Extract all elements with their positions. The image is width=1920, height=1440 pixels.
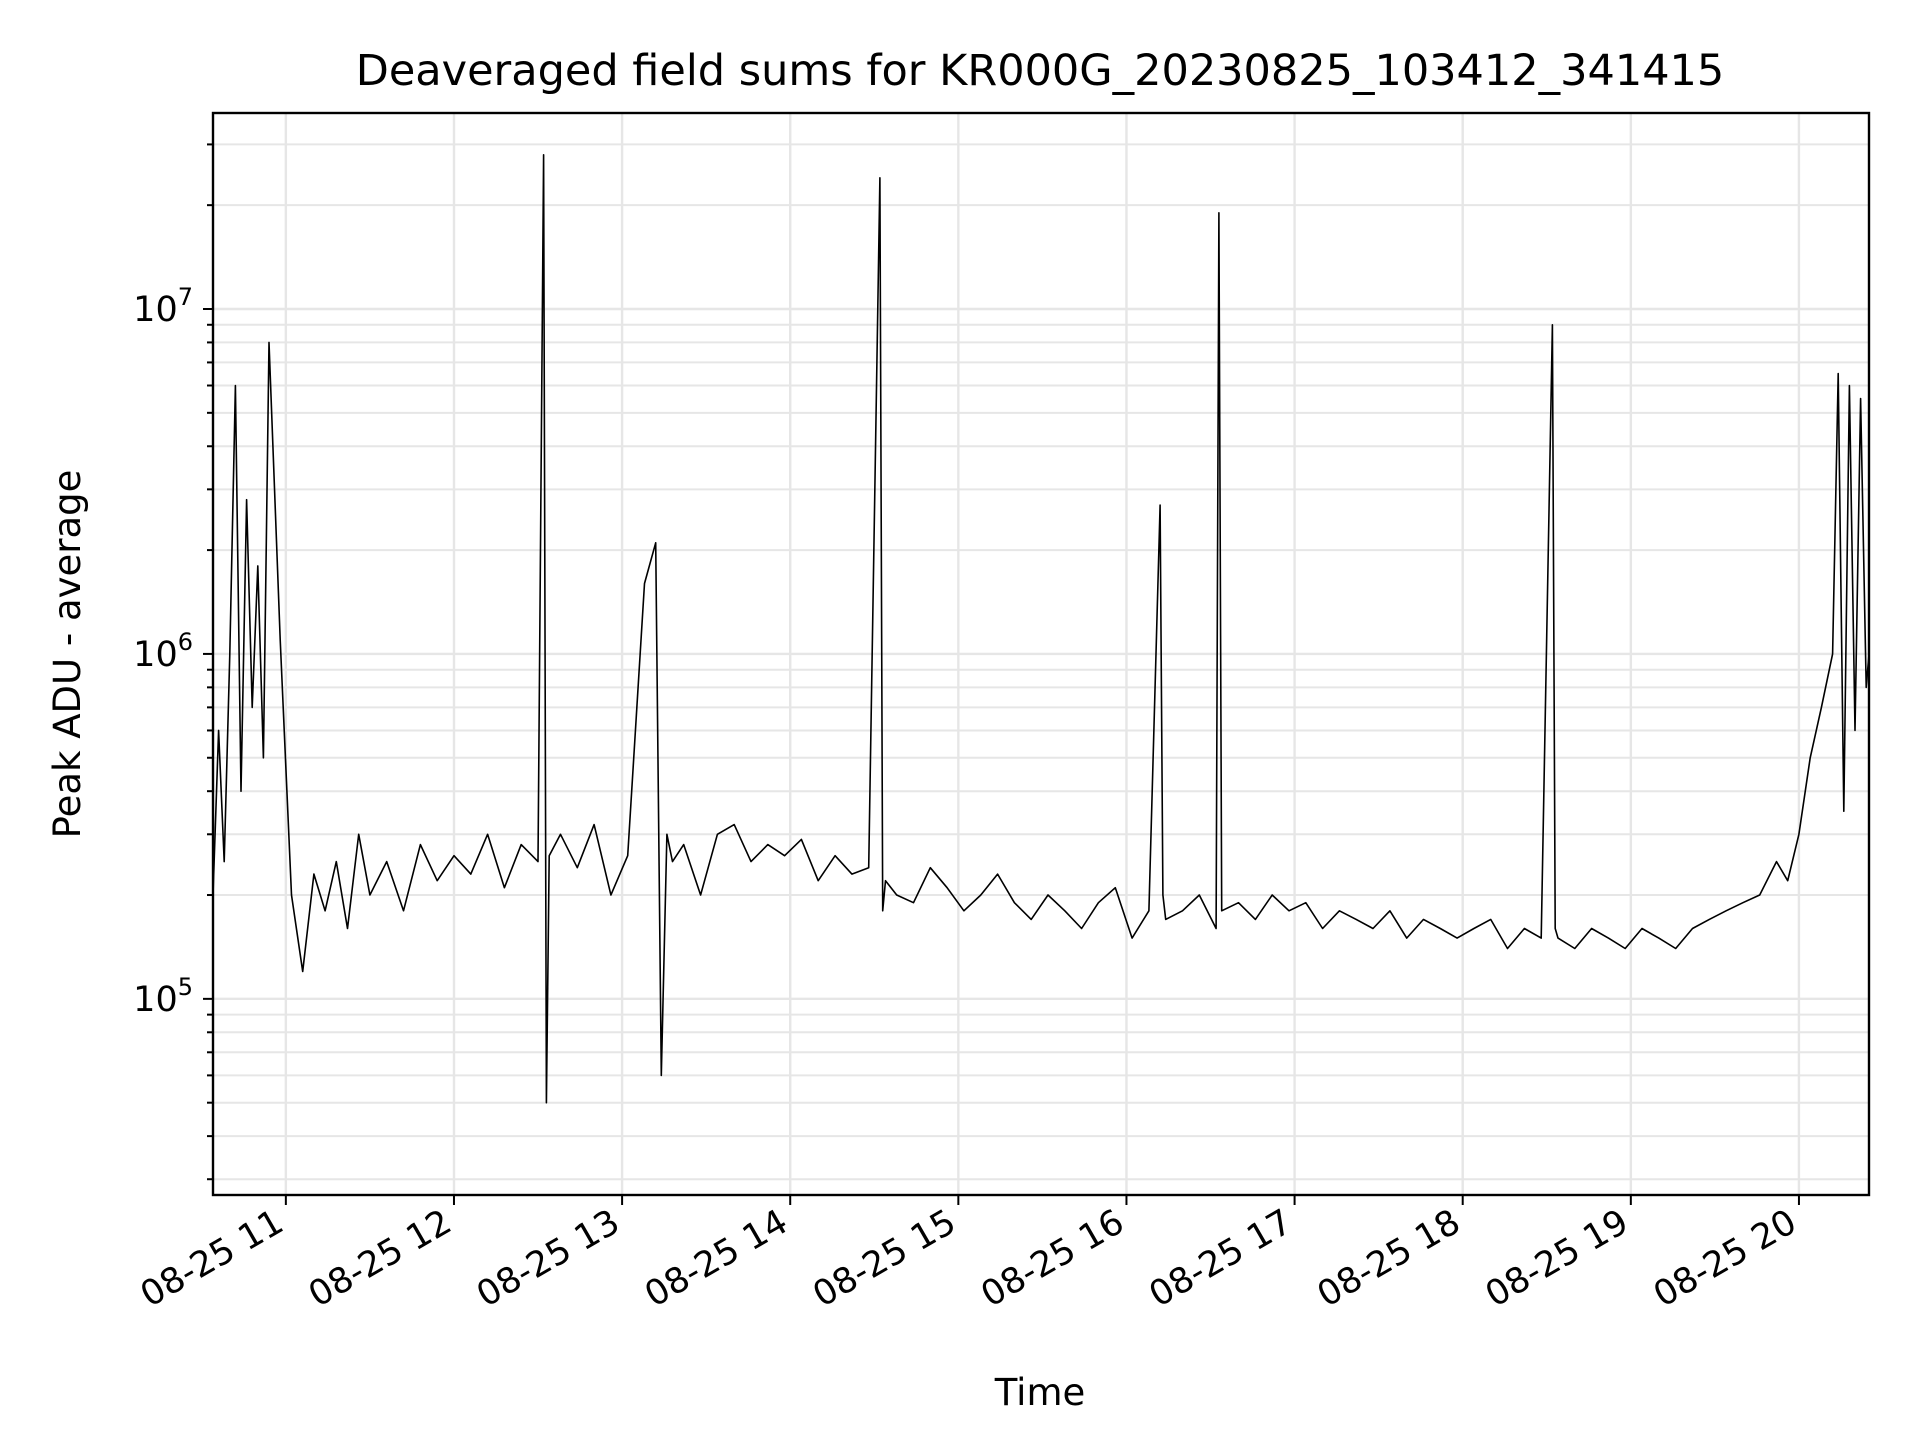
y-tick-label: 107 — [133, 283, 193, 330]
y-tick-label-exponent: 5 — [178, 973, 193, 1001]
data-series — [212, 154, 1870, 1104]
y-axis-label: Peak ADU - average — [46, 470, 89, 839]
y-tick-label-base: 10 — [133, 635, 178, 675]
y-tick-label-base: 10 — [133, 980, 178, 1020]
y-tick-label-exponent: 7 — [178, 283, 193, 311]
chart-title: Deaveraged field sums for KR000G_2023082… — [356, 46, 1725, 96]
grid — [213, 113, 1869, 1195]
x-axis-label: Time — [994, 1371, 1086, 1414]
series-line — [212, 154, 1870, 1104]
y-tick-label-base: 10 — [133, 290, 178, 330]
y-tick-label: 105 — [133, 973, 193, 1020]
y-tick-label: 106 — [133, 628, 193, 675]
y-tick-label-exponent: 6 — [178, 628, 193, 656]
